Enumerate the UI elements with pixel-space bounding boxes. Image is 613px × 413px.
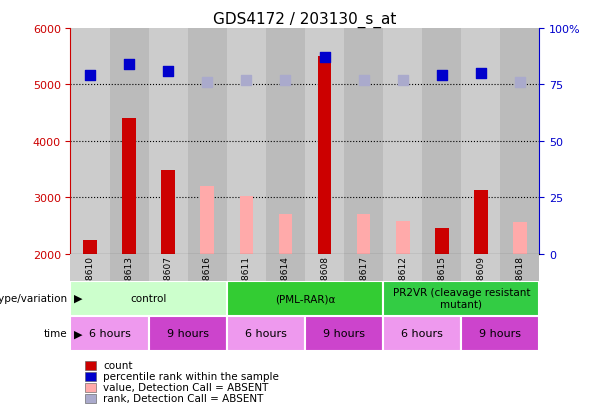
Text: GSM538611: GSM538611: [242, 255, 251, 310]
Text: GSM538615: GSM538615: [437, 255, 446, 310]
Text: time: time: [44, 328, 67, 339]
Bar: [149, 29, 188, 254]
Bar: [422, 254, 462, 281]
Bar: [240, 197, 253, 254]
Bar: [188, 254, 227, 281]
Text: GSM538608: GSM538608: [320, 255, 329, 310]
Bar: [70, 281, 227, 316]
Bar: [383, 316, 462, 351]
Text: 6 hours: 6 hours: [89, 328, 131, 339]
Bar: [344, 29, 383, 254]
Text: GSM538610: GSM538610: [86, 255, 94, 310]
Text: GSM538617: GSM538617: [359, 255, 368, 310]
Bar: [161, 171, 175, 254]
Bar: [70, 316, 149, 351]
Point: [281, 77, 291, 84]
Point: [437, 73, 447, 79]
Point: [515, 80, 525, 86]
Bar: [462, 254, 500, 281]
Bar: [188, 29, 227, 254]
Point: [398, 77, 408, 84]
Bar: [462, 316, 539, 351]
Bar: [149, 254, 188, 281]
Text: GSM538609: GSM538609: [476, 255, 485, 310]
Text: PR2VR (cleavage resistant
mutant): PR2VR (cleavage resistant mutant): [392, 287, 530, 309]
Point: [85, 73, 95, 79]
Text: percentile rank within the sample: percentile rank within the sample: [104, 372, 279, 382]
Bar: [305, 316, 383, 351]
Bar: [85, 361, 96, 370]
Bar: [122, 119, 136, 254]
Bar: [278, 215, 292, 254]
Text: GSM538614: GSM538614: [281, 255, 290, 310]
Bar: [227, 254, 266, 281]
Bar: [85, 383, 96, 392]
Bar: [513, 223, 527, 254]
Bar: [462, 29, 500, 254]
Point: [242, 77, 251, 84]
Bar: [70, 254, 110, 281]
Bar: [266, 29, 305, 254]
Text: value, Detection Call = ABSENT: value, Detection Call = ABSENT: [104, 382, 268, 392]
Text: GSM538612: GSM538612: [398, 255, 407, 310]
Bar: [83, 240, 97, 254]
Bar: [227, 281, 383, 316]
Bar: [266, 254, 305, 281]
Text: (PML-RAR)α: (PML-RAR)α: [275, 293, 335, 304]
Bar: [305, 254, 344, 281]
Bar: [344, 254, 383, 281]
Bar: [383, 281, 539, 316]
Text: rank, Detection Call = ABSENT: rank, Detection Call = ABSENT: [104, 393, 264, 403]
Text: 9 hours: 9 hours: [323, 328, 365, 339]
Bar: [227, 29, 266, 254]
Text: GSM538607: GSM538607: [164, 255, 173, 310]
Text: ▶: ▶: [74, 328, 82, 339]
Text: genotype/variation: genotype/variation: [0, 293, 67, 304]
Point: [124, 62, 134, 68]
Point: [319, 55, 329, 62]
Text: 9 hours: 9 hours: [479, 328, 522, 339]
Text: ▶: ▶: [74, 293, 82, 304]
Title: GDS4172 / 203130_s_at: GDS4172 / 203130_s_at: [213, 12, 397, 28]
Point: [202, 80, 212, 86]
Bar: [383, 254, 422, 281]
Bar: [500, 254, 539, 281]
Point: [359, 77, 368, 84]
Text: count: count: [104, 361, 133, 370]
Bar: [396, 221, 409, 254]
Bar: [70, 29, 110, 254]
Text: GSM538618: GSM538618: [516, 255, 524, 310]
Point: [163, 69, 173, 75]
Bar: [318, 57, 332, 254]
Bar: [110, 29, 149, 254]
Bar: [422, 29, 462, 254]
Bar: [110, 254, 149, 281]
Text: 6 hours: 6 hours: [402, 328, 443, 339]
Text: 9 hours: 9 hours: [167, 328, 209, 339]
Bar: [305, 29, 344, 254]
Bar: [383, 29, 422, 254]
Bar: [357, 215, 370, 254]
Bar: [474, 190, 488, 254]
Point: [476, 71, 485, 77]
Text: 6 hours: 6 hours: [245, 328, 287, 339]
Text: GSM538613: GSM538613: [124, 255, 134, 310]
Bar: [500, 29, 539, 254]
Text: GSM538616: GSM538616: [203, 255, 211, 310]
Bar: [227, 316, 305, 351]
Text: control: control: [131, 293, 167, 304]
Bar: [85, 394, 96, 403]
Bar: [85, 372, 96, 381]
Bar: [435, 229, 449, 254]
Bar: [200, 187, 214, 254]
Bar: [149, 316, 227, 351]
